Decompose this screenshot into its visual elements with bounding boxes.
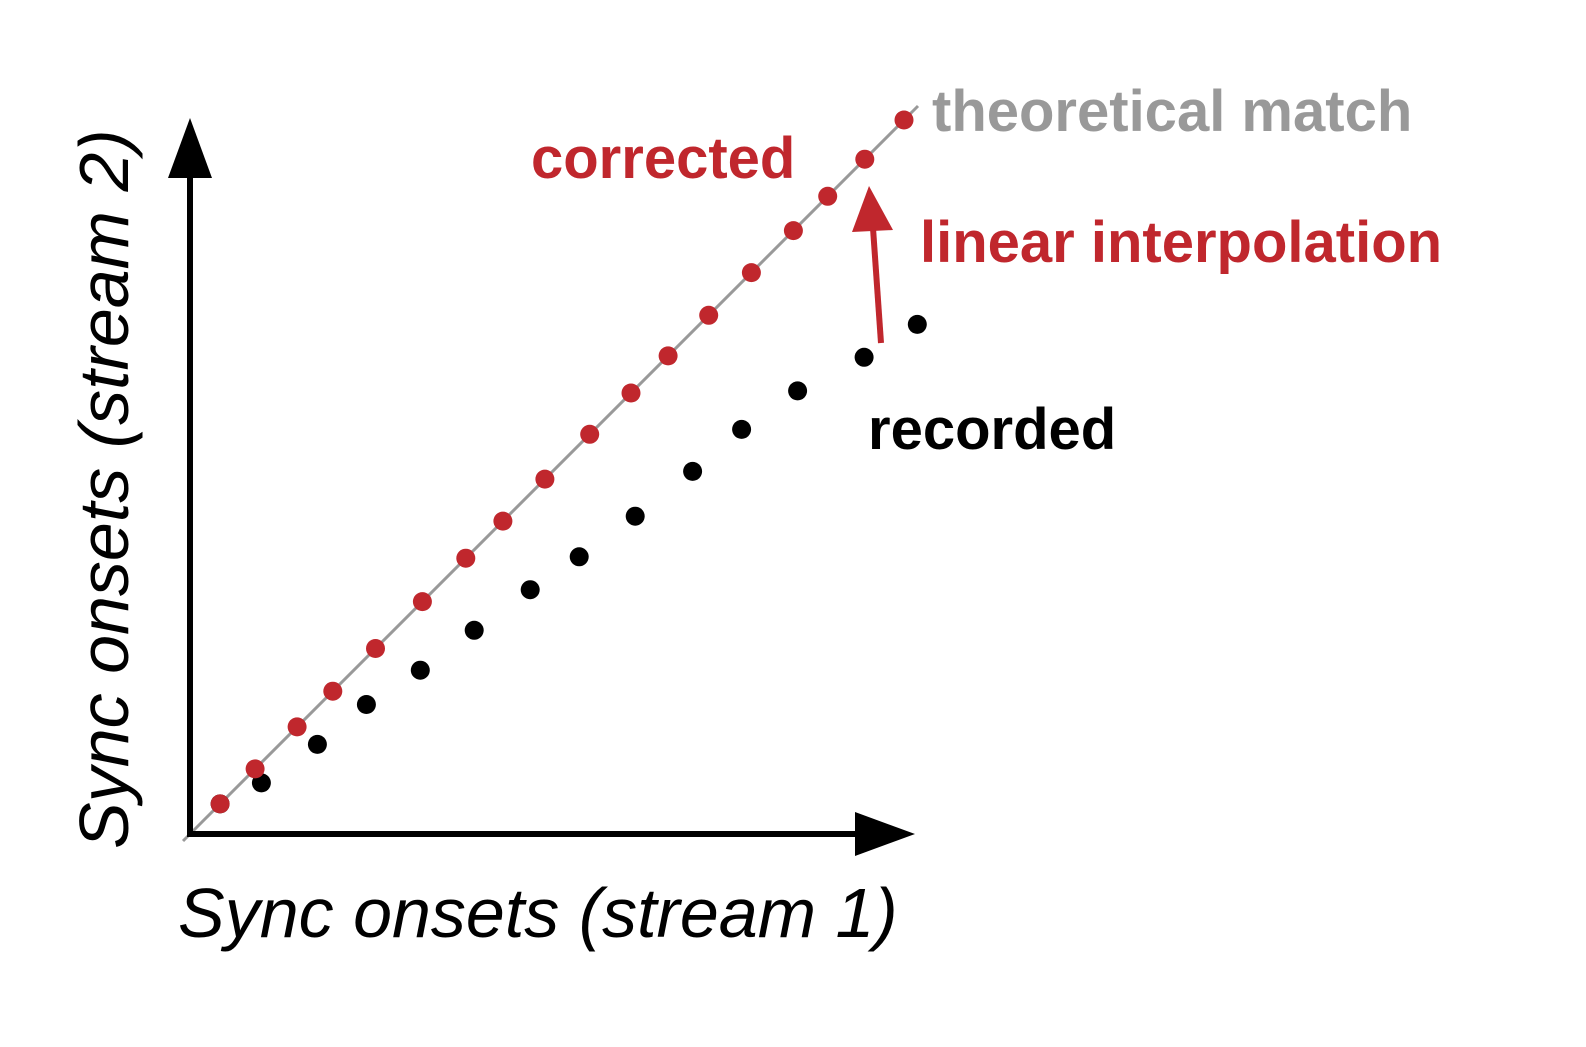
recorded-label: recorded [868, 397, 1116, 462]
corrected-series [210, 110, 914, 814]
recorded-point [356, 695, 376, 714]
corrected-point [783, 221, 803, 241]
corrected-point [412, 592, 432, 612]
theoretical-match-label: theoretical match [932, 79, 1412, 144]
recorded-point [625, 506, 645, 526]
recorded-point [307, 734, 327, 754]
recorded-point [732, 419, 752, 439]
x-axis-title: Sync onsets (stream 1) [178, 874, 898, 952]
recorded-point [410, 660, 430, 680]
linear-interpolation-label: linear interpolation [920, 210, 1442, 275]
y-axis-arrowhead [168, 118, 212, 178]
recorded-point [520, 580, 540, 600]
x-axis-arrowhead [855, 812, 915, 856]
corrected-point [210, 794, 230, 814]
corrected-point [245, 759, 265, 779]
corrected-label: corrected [531, 126, 795, 191]
corrected-point [855, 149, 875, 169]
axes [168, 118, 915, 856]
interpolation-arrow-head [852, 186, 893, 232]
recorded-point [683, 461, 703, 481]
corrected-point [699, 305, 719, 325]
recorded-point [569, 547, 589, 567]
corrected-point [456, 548, 476, 568]
interpolation-arrow-shaft [870, 227, 884, 344]
corrected-point [621, 383, 641, 403]
corrected-point [580, 424, 600, 444]
recorded-point [788, 381, 808, 401]
recorded-point [854, 347, 874, 367]
corrected-point [493, 511, 513, 531]
corrected-point [658, 346, 678, 366]
corrected-point [323, 681, 343, 701]
recorded-point [907, 314, 927, 334]
recorded-series [210, 314, 927, 814]
corrected-point [741, 263, 761, 283]
interpolation-arrow [852, 186, 893, 344]
recorded-point [464, 620, 484, 640]
corrected-point [894, 110, 914, 130]
corrected-point [818, 186, 838, 206]
y-axis-title: Sync onsets (stream 2) [65, 129, 143, 849]
corrected-point [535, 469, 555, 489]
corrected-point [287, 717, 307, 737]
corrected-point [366, 639, 385, 658]
